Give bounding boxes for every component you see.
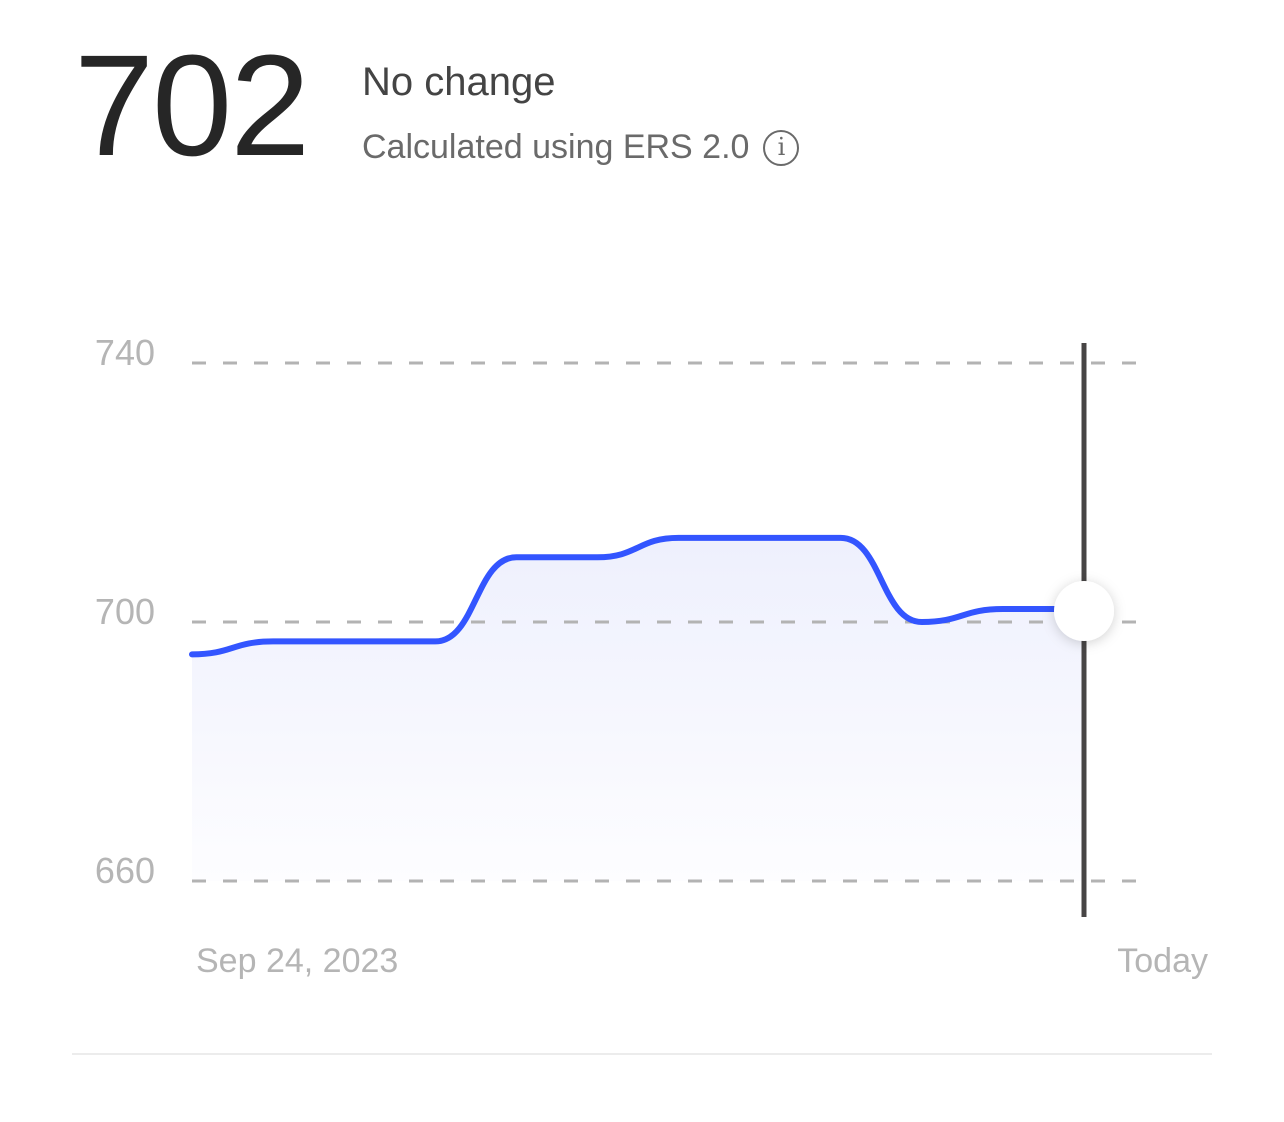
change-label: No change <box>362 60 556 104</box>
score-line <box>189 534 1087 658</box>
divider <box>72 1053 1212 1055</box>
calculation-note: Calculated using ERS 2.0 i <box>362 128 800 167</box>
area-fill <box>192 537 1084 881</box>
cursor-handle[interactable] <box>1054 581 1114 642</box>
current-score: 702 <box>74 25 310 186</box>
x-axis-label: Sep 24, 2023 <box>196 942 398 980</box>
y-tick-label: 700 <box>95 591 155 632</box>
y-tick-label: 660 <box>95 850 155 891</box>
calculation-label: Calculated using ERS 2.0 <box>362 128 750 166</box>
info-circle-icon[interactable]: i <box>763 129 800 166</box>
y-tick-label: 740 <box>95 332 155 373</box>
x-axis-label: Today <box>1117 942 1208 980</box>
